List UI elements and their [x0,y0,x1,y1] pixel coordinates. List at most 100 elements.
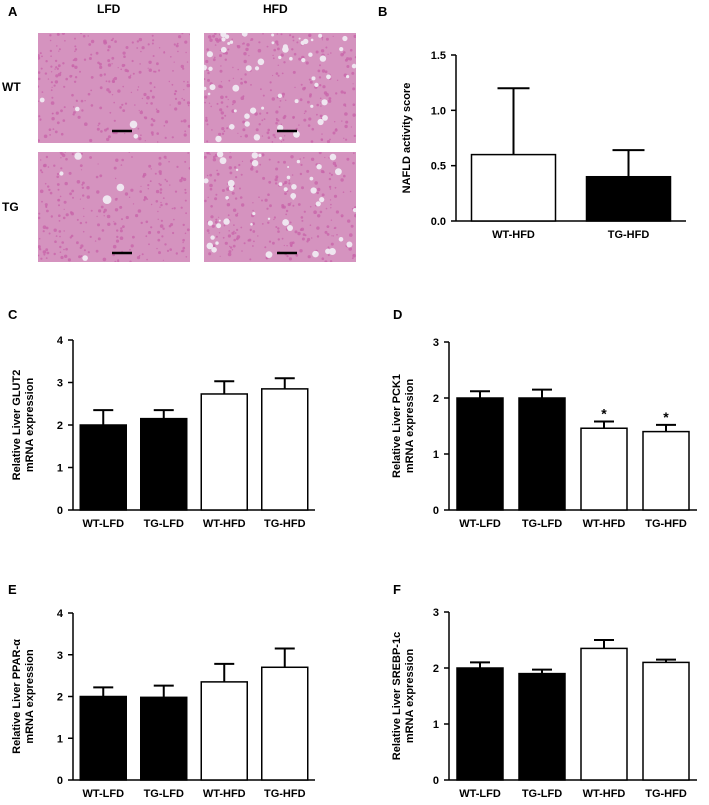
cell-nucleus [59,71,62,74]
cell-nucleus [346,157,350,161]
cell-nucleus [317,69,321,73]
cell-nucleus [283,160,286,164]
cell-nucleus [335,92,338,95]
cell-nucleus [148,164,152,168]
panel-letter-f: F [393,582,401,597]
cell-nucleus [219,54,222,58]
cell-nucleus [41,171,44,174]
cell-nucleus [150,102,153,105]
bar-tg-lfd [518,672,566,781]
cell-nucleus [272,74,274,77]
cell-nucleus [220,111,224,115]
cell-nucleus [137,209,142,213]
cell-nucleus [324,230,328,234]
cell-nucleus [345,120,349,124]
cell-nucleus [50,55,52,57]
cell-nucleus [111,94,114,96]
vacuole [310,104,314,108]
cell-nucleus [186,61,189,63]
category-label: WT-LFD [82,788,124,800]
cell-nucleus [175,90,178,93]
cell-nucleus [214,44,217,46]
vacuole [321,99,328,106]
cell-nucleus [232,208,237,212]
cell-nucleus [240,135,242,138]
cell-nucleus [157,210,159,213]
cell-nucleus [310,140,314,143]
cell-nucleus [55,235,58,237]
cell-nucleus [267,193,270,196]
cell-nucleus [283,244,285,247]
vacuole [317,118,324,126]
cell-nucleus [79,198,81,200]
cell-nucleus [129,260,132,262]
cell-nucleus [49,49,53,53]
cell-nucleus [50,89,53,92]
cell-nucleus [136,40,140,43]
cell-nucleus [113,119,116,122]
cell-nucleus [55,111,59,115]
cell-nucleus [173,207,176,210]
cell-nucleus [183,119,187,123]
cell-nucleus [165,202,168,206]
cell-nucleus [159,206,161,208]
cell-nucleus [71,93,74,97]
cell-nucleus [353,34,356,38]
cell-nucleus [175,44,179,48]
cell-nucleus [63,106,66,109]
cell-nucleus [227,214,230,217]
vacuole [116,183,125,192]
category-label: TG-HFD [264,518,306,530]
cell-nucleus [58,220,61,222]
cell-nucleus [143,92,147,97]
cell-nucleus [158,182,160,185]
cell-nucleus [166,180,168,183]
cell-nucleus [292,70,296,74]
cell-nucleus [120,68,122,71]
cell-nucleus [143,196,148,200]
cell-nucleus [279,100,282,102]
cell-nucleus [90,53,93,56]
cell-nucleus [308,78,311,81]
panel-letter-a: A [8,4,18,19]
cell-nucleus [216,39,220,43]
cell-nucleus [155,189,160,194]
cell-nucleus [275,121,278,125]
cell-nucleus [218,132,222,136]
cell-nucleus [71,189,75,193]
cell-nucleus [303,112,306,115]
cell-nucleus [318,76,322,79]
cell-nucleus [58,230,62,233]
cell-nucleus [237,132,239,134]
cell-nucleus [296,41,299,44]
cell-nucleus [99,65,103,69]
cell-nucleus [288,182,291,185]
cell-nucleus [303,210,306,213]
cell-nucleus [210,105,212,108]
cell-nucleus [225,51,228,55]
cell-nucleus [152,119,156,122]
cell-nucleus [183,133,187,137]
vacuole [204,178,209,184]
cell-nucleus [138,254,141,257]
cell-nucleus [206,229,210,232]
cell-nucleus [340,178,344,182]
category-label: TG-HFD [608,229,650,241]
cell-nucleus [144,140,146,142]
cell-nucleus [42,250,47,254]
cell-nucleus [269,89,272,92]
cell-nucleus [273,218,275,221]
cell-nucleus [47,78,50,80]
vacuole [75,106,80,112]
cell-nucleus [59,251,62,253]
cell-nucleus [330,219,333,221]
cell-nucleus [86,186,90,190]
cell-nucleus [261,223,264,225]
cell-nucleus [211,224,215,228]
cell-nucleus [249,229,252,232]
cell-nucleus [105,80,108,83]
cell-nucleus [60,109,63,113]
cell-nucleus [333,194,338,198]
cell-nucleus [224,114,227,117]
cell-nucleus [63,248,65,251]
